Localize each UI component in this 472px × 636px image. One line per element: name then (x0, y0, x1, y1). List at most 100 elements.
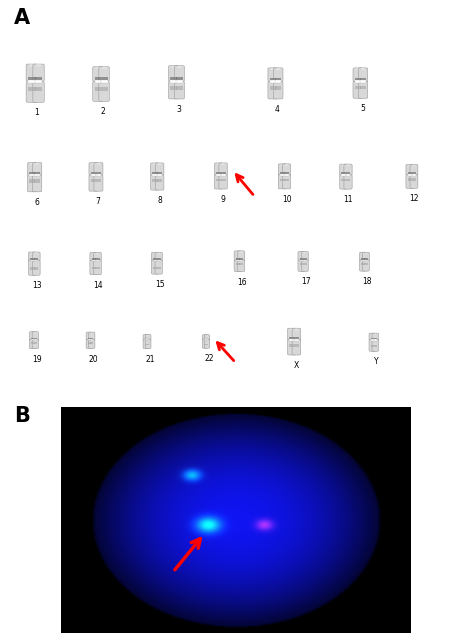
FancyBboxPatch shape (292, 328, 301, 340)
Bar (374, 338, 377, 339)
Bar (144, 344, 147, 345)
Ellipse shape (300, 252, 303, 253)
Ellipse shape (285, 164, 288, 166)
FancyBboxPatch shape (94, 163, 103, 175)
Bar (408, 172, 412, 174)
FancyBboxPatch shape (174, 66, 185, 81)
FancyBboxPatch shape (301, 251, 308, 261)
Bar (300, 260, 303, 261)
Bar (91, 179, 96, 183)
Ellipse shape (412, 165, 416, 167)
Bar (289, 343, 295, 347)
FancyBboxPatch shape (32, 339, 38, 349)
Bar (361, 263, 364, 265)
Bar (96, 179, 101, 183)
Bar (34, 342, 37, 343)
Bar (364, 263, 368, 265)
Bar (34, 172, 40, 174)
Text: 7: 7 (96, 197, 101, 206)
Bar (157, 267, 161, 269)
Text: 17: 17 (301, 277, 311, 286)
Bar (30, 258, 34, 259)
Bar (341, 172, 346, 174)
Bar (216, 174, 221, 176)
Bar (346, 172, 350, 174)
FancyBboxPatch shape (278, 175, 287, 189)
Bar (31, 339, 34, 340)
FancyBboxPatch shape (369, 339, 376, 351)
Bar (95, 258, 100, 259)
Text: 2: 2 (101, 107, 105, 116)
Ellipse shape (303, 252, 306, 253)
FancyBboxPatch shape (174, 81, 185, 99)
Bar (355, 80, 361, 83)
Text: 15: 15 (155, 280, 164, 289)
FancyBboxPatch shape (219, 163, 228, 176)
Bar (361, 258, 364, 260)
Bar (374, 339, 377, 340)
Bar (239, 258, 243, 259)
FancyBboxPatch shape (283, 164, 291, 176)
Bar (94, 86, 101, 91)
Bar (355, 78, 361, 80)
Bar (170, 80, 177, 83)
Bar (152, 179, 158, 182)
Ellipse shape (206, 335, 208, 336)
Bar (300, 258, 303, 260)
Bar (101, 86, 108, 91)
Bar (28, 80, 35, 83)
FancyBboxPatch shape (372, 333, 379, 340)
Text: 9: 9 (221, 195, 226, 204)
Bar (364, 260, 368, 261)
FancyBboxPatch shape (273, 68, 283, 81)
FancyBboxPatch shape (33, 260, 40, 275)
Ellipse shape (371, 334, 374, 335)
FancyBboxPatch shape (360, 260, 366, 271)
FancyBboxPatch shape (155, 163, 164, 176)
Ellipse shape (236, 251, 239, 253)
Ellipse shape (30, 163, 34, 165)
Ellipse shape (221, 163, 225, 165)
Text: 11: 11 (344, 195, 353, 204)
FancyBboxPatch shape (99, 67, 110, 81)
FancyBboxPatch shape (90, 252, 98, 261)
Bar (92, 267, 96, 269)
Ellipse shape (295, 328, 298, 330)
FancyBboxPatch shape (33, 81, 44, 102)
Bar (412, 178, 416, 181)
Bar (31, 338, 34, 339)
Bar (239, 263, 243, 265)
Ellipse shape (362, 252, 364, 254)
Bar (157, 172, 162, 174)
Ellipse shape (101, 67, 107, 69)
Text: 21: 21 (145, 355, 155, 364)
Bar (29, 174, 35, 176)
Bar (361, 260, 364, 261)
FancyBboxPatch shape (28, 260, 36, 275)
FancyBboxPatch shape (287, 328, 296, 340)
Bar (92, 259, 96, 261)
Bar (371, 339, 374, 340)
Bar (30, 268, 34, 270)
Ellipse shape (171, 66, 176, 68)
Bar (364, 258, 368, 260)
Bar (34, 268, 38, 270)
Bar (220, 172, 226, 174)
FancyBboxPatch shape (143, 339, 149, 349)
Bar (91, 174, 96, 176)
FancyBboxPatch shape (292, 340, 301, 355)
Bar (157, 174, 162, 176)
Text: 13: 13 (32, 281, 42, 291)
Ellipse shape (29, 64, 35, 67)
Bar (408, 178, 412, 181)
Bar (371, 338, 374, 339)
FancyBboxPatch shape (362, 252, 370, 261)
Ellipse shape (374, 334, 377, 335)
FancyBboxPatch shape (155, 260, 162, 274)
Bar (275, 80, 281, 83)
FancyBboxPatch shape (369, 333, 376, 340)
Bar (30, 259, 34, 261)
Text: B: B (14, 406, 30, 425)
Bar (35, 80, 42, 83)
FancyBboxPatch shape (214, 175, 223, 189)
